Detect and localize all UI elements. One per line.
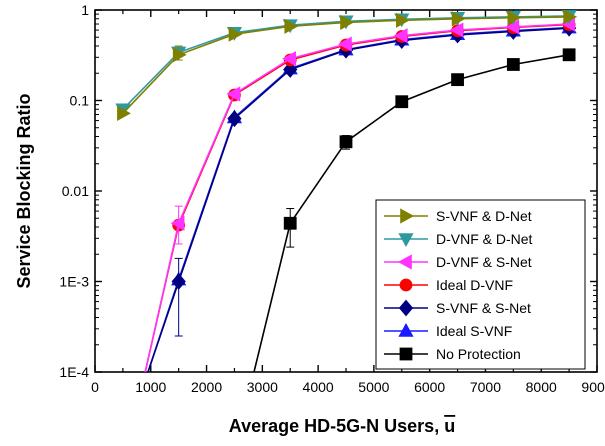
error-bar <box>174 45 183 61</box>
data-point <box>172 47 187 63</box>
data-point <box>393 28 408 44</box>
legend-label: D-VNF & S-Net <box>436 254 532 270</box>
legend-label: No Protection <box>436 346 521 362</box>
data-point <box>340 14 355 30</box>
legend-marker <box>397 254 412 270</box>
legend-item: D-VNF & D-Net <box>384 231 533 248</box>
x-tick-label: 9000 <box>581 379 605 395</box>
x-tick-label: 3000 <box>247 379 278 395</box>
data-point <box>228 26 243 42</box>
data-point <box>451 11 466 27</box>
legend-label: S-VNF & D-Net <box>436 208 532 224</box>
legend: S-VNF & D-Net D-VNF & D-Net D-VNF & S-Net I… <box>375 199 586 370</box>
legend-marker <box>398 322 414 337</box>
y-axis-title: Service Blocking Ratio <box>14 93 34 288</box>
error-bar <box>174 205 183 245</box>
y-tick-label: 1E-4 <box>59 364 89 380</box>
x-axis-symbol: u <box>444 416 455 436</box>
data-point <box>227 110 242 128</box>
data-point <box>449 22 464 38</box>
x-tick-label: 5000 <box>358 379 389 395</box>
series-d-vnf-s-net <box>144 16 575 372</box>
data-point <box>170 215 185 231</box>
x-axis-title: Average HD-5G-N Users, u <box>229 416 455 436</box>
legend-marker <box>398 233 414 248</box>
error-bar <box>286 208 295 248</box>
plot-area <box>115 10 578 372</box>
legend-item: Ideal S-VNF <box>384 322 512 339</box>
legend-marker <box>400 208 415 224</box>
x-tick-label: 8000 <box>526 379 557 395</box>
legend-item: Ideal D-VNF <box>384 277 513 293</box>
y-tick-label: 0.01 <box>62 183 89 199</box>
y-tick-label: 1 <box>81 2 89 18</box>
data-point <box>337 36 352 52</box>
data-point <box>506 58 520 71</box>
data-point <box>505 19 520 35</box>
data-point <box>395 12 410 28</box>
y-tick-label: 0.1 <box>70 93 90 109</box>
legend-label: Ideal S-VNF <box>436 323 512 339</box>
data-point <box>562 48 576 62</box>
x-tick-label: 7000 <box>470 379 501 395</box>
data-point <box>117 105 131 121</box>
x-tick-label: 2000 <box>191 379 222 395</box>
y-tick-label: 1E-3 <box>59 274 89 290</box>
error-bar <box>174 257 183 337</box>
x-tick-label: 4000 <box>303 379 334 395</box>
x-tick-label: 1000 <box>135 379 166 395</box>
error-bar <box>342 135 350 150</box>
legend-item: No Protection <box>384 346 521 362</box>
legend-label: D-VNF & D-Net <box>436 231 533 247</box>
data-point <box>451 73 464 87</box>
legend-item: S-VNF & D-Net <box>384 208 532 224</box>
data-point <box>395 95 409 109</box>
series-s-vnf-d-net <box>117 10 578 121</box>
x-tick-label: 6000 <box>414 379 445 395</box>
data-point <box>563 10 578 25</box>
data-point <box>284 18 299 34</box>
x-axis-title-text: Average HD-5G-N Users, <box>229 416 444 436</box>
data-point <box>507 10 522 26</box>
series-line <box>122 15 570 110</box>
data-point <box>226 86 241 102</box>
legend-item: D-VNF & S-Net <box>384 254 532 270</box>
legend-label: S-VNF & S-Net <box>436 300 531 316</box>
legend-marker <box>398 299 414 317</box>
data-point <box>282 51 297 67</box>
legend-marker <box>399 347 413 361</box>
legend-item: S-VNF & S-Net <box>384 299 531 317</box>
legend-label: Ideal D-VNF <box>436 277 513 293</box>
legend-marker <box>399 278 413 292</box>
data-point <box>283 61 298 78</box>
x-tick-label: 0 <box>91 379 99 395</box>
